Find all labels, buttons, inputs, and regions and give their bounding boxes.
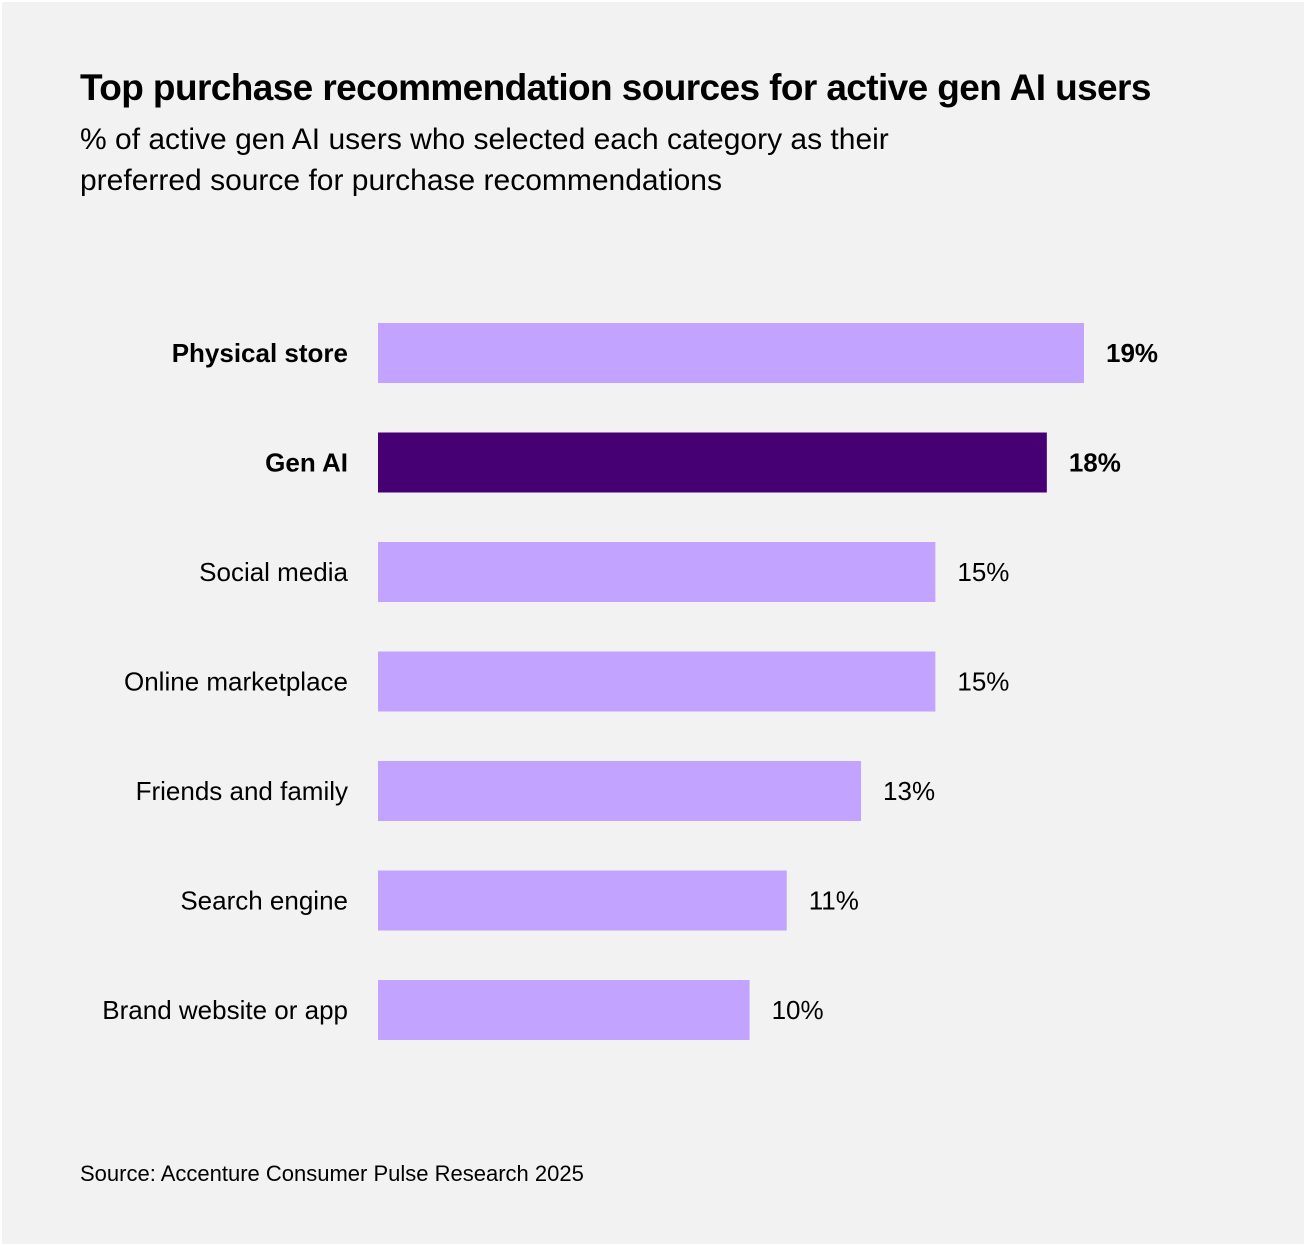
value-label-friends-and-family: 13%	[883, 776, 935, 806]
source-note: Source: Accenture Consumer Pulse Researc…	[80, 1161, 584, 1186]
bar-brand-website-or-app	[378, 980, 750, 1040]
category-label-friends-and-family: Friends and family	[136, 776, 348, 806]
value-label-social-media: 15%	[957, 557, 1009, 587]
value-label-physical-store: 19%	[1106, 338, 1158, 368]
category-label-brand-website-or-app: Brand website or app	[102, 995, 348, 1025]
value-label-brand-website-or-app: 10%	[772, 995, 824, 1025]
bar-friends-and-family	[378, 761, 862, 821]
bar-gen-ai	[378, 432, 1047, 493]
value-label-gen-ai: 18%	[1069, 448, 1121, 478]
bar-social-media	[378, 542, 936, 602]
category-label-physical-store: Physical store	[172, 338, 348, 368]
bar-search-engine	[378, 870, 787, 931]
category-label-search-engine: Search engine	[180, 886, 348, 916]
bar-physical-store	[378, 323, 1084, 383]
bar-online-marketplace	[378, 651, 936, 712]
category-label-online-marketplace: Online marketplace	[124, 667, 348, 697]
chart-title: Top purchase recommendation sources for …	[80, 67, 1151, 108]
value-label-online-marketplace: 15%	[957, 667, 1009, 697]
category-label-gen-ai: Gen AI	[265, 448, 348, 478]
category-label-social-media: Social media	[199, 557, 348, 587]
chart-subtitle: % of active gen AI users who selected ea…	[80, 123, 889, 197]
value-label-search-engine: 11%	[809, 886, 859, 916]
